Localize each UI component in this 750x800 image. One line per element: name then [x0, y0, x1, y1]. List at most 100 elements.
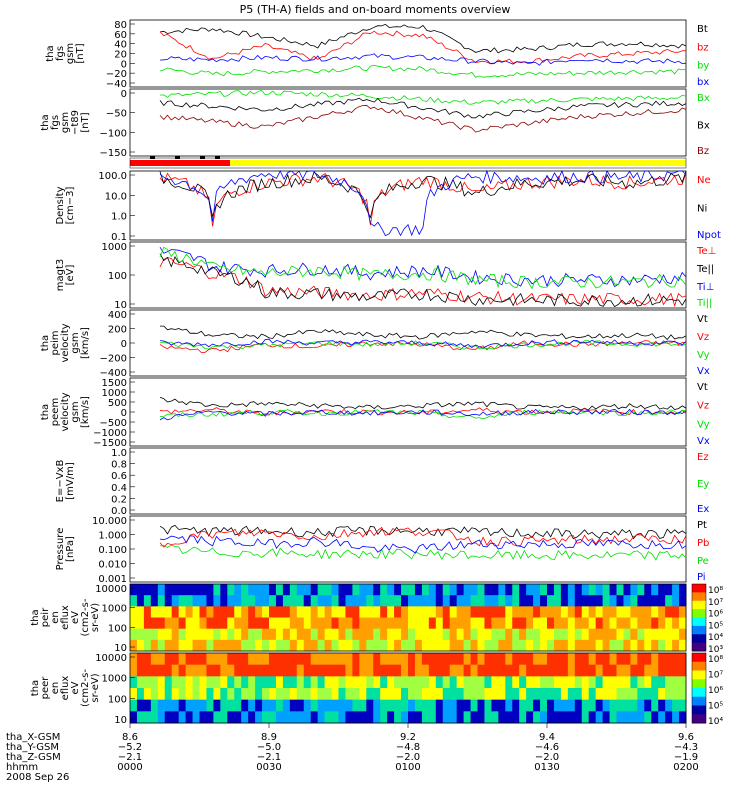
heatmap-cell: [442, 584, 451, 596]
x-tick-label: 9.6: [678, 732, 694, 743]
x-row-label: hhmm: [6, 762, 38, 773]
heatmap-cell: [630, 595, 638, 607]
y-axis-label: eflux: [60, 605, 71, 630]
heatmap-cell: [442, 653, 451, 666]
heatmap-cell: [303, 584, 312, 596]
heatmap-cell: [553, 676, 562, 689]
heatmap-cell: [609, 688, 617, 701]
heatmap-cell: [630, 584, 638, 596]
heatmap-cell: [185, 664, 194, 677]
heatmap-cell: [574, 711, 583, 724]
heatmap-cell: [672, 653, 680, 666]
heatmap-cell: [630, 639, 638, 652]
heatmap-cell: [206, 711, 214, 724]
heatmap-cell: [150, 664, 159, 677]
heatmap-cell: [421, 699, 430, 712]
heatmap-cell: [533, 628, 541, 641]
heatmap-cell: [435, 606, 444, 618]
legend-entry: bz: [697, 42, 709, 53]
heatmap-cell: [380, 584, 388, 596]
series-line: [159, 338, 687, 349]
heatmap-cell: [581, 688, 590, 701]
y-axis-label: en: [50, 682, 61, 695]
heatmap-cell: [581, 628, 590, 641]
x-tick-label: 0200: [673, 762, 698, 773]
heatmap-cell: [665, 595, 673, 607]
heatmap-cell: [463, 639, 472, 652]
heatmap-cell: [366, 664, 374, 677]
heatmap-cell: [331, 653, 339, 666]
heatmap-cell: [616, 676, 624, 689]
heatmap-cell: [463, 711, 472, 724]
heatmap-cell: [442, 639, 451, 652]
panel-frame: [129, 241, 687, 309]
heatmap-cell: [609, 711, 617, 724]
heatmap-cell: [401, 606, 409, 618]
heatmap-cell: [352, 595, 360, 607]
y-tick-label: −1500: [93, 438, 127, 449]
heatmap-cell: [421, 711, 430, 724]
heatmap-cell: [199, 699, 207, 712]
heatmap-cell: [456, 699, 465, 712]
heatmap-cell: [241, 606, 249, 618]
heatmap-cell: [602, 595, 611, 607]
y-axis-label: [cm−3]: [65, 187, 76, 225]
heatmap-cell: [547, 699, 555, 712]
heatmap-cell: [317, 584, 326, 596]
heatmap-cell: [672, 628, 680, 641]
y-tick-label: 1.0: [111, 448, 127, 459]
heatmap-cell: [352, 688, 360, 701]
heatmap-cell: [401, 639, 409, 652]
heatmap-cell: [380, 653, 388, 666]
heatmap-cell: [380, 699, 388, 712]
heatmap-cell: [574, 688, 583, 701]
heatmap-cell: [387, 606, 395, 618]
heatmap-cell: [310, 676, 319, 689]
heatmap-cell: [401, 688, 409, 701]
heatmap-cell: [324, 664, 333, 677]
heatmap-cell: [331, 676, 339, 689]
heatmap-cell: [157, 584, 166, 596]
heatmap-cell: [269, 699, 277, 712]
heatmap-cell: [262, 628, 270, 641]
heatmap-cell: [449, 699, 458, 712]
heatmap-cell: [220, 653, 228, 666]
heatmap-cell: [567, 688, 576, 701]
heatmap-cell: [317, 617, 326, 630]
heatmap-cell: [331, 711, 339, 724]
heatmap-cell: [463, 653, 472, 666]
heatmap-cell: [526, 639, 534, 652]
heatmap-cell: [665, 664, 673, 677]
heatmap-cell: [401, 664, 409, 677]
heatmap-cell: [241, 639, 249, 652]
heatmap-cell: [192, 639, 200, 652]
heatmap-cell: [449, 617, 458, 630]
heatmap-cell: [547, 688, 555, 701]
heatmap-cell: [588, 617, 597, 630]
heatmap-cell: [220, 676, 228, 689]
heatmap-cell: [560, 639, 569, 652]
legend-entry: Vy: [697, 350, 710, 361]
legend-entry: Pe: [697, 556, 709, 567]
colorbar-segment: [692, 670, 706, 680]
heatmap-cell: [199, 688, 207, 701]
heatmap-cell: [658, 584, 666, 596]
heatmap-cell: [359, 711, 367, 724]
heatmap-cell: [553, 639, 562, 652]
heatmap-cell: [394, 628, 402, 641]
heatmap-cell: [560, 606, 569, 618]
heatmap-cell: [616, 664, 624, 677]
heatmap-cell: [234, 617, 242, 630]
heatmap-cell: [150, 584, 159, 596]
heatmap-cell: [136, 617, 145, 630]
heatmap-cell: [220, 606, 228, 618]
y-axis-label: sr-eV): [90, 673, 101, 702]
legend-entry: Vz: [697, 332, 709, 343]
heatmap-cell: [519, 617, 527, 630]
heatmap-cell: [602, 699, 611, 712]
colorbar-segment: [692, 592, 706, 602]
y-tick-label: −50: [106, 109, 127, 120]
heatmap-cell: [317, 653, 326, 666]
heatmap-cell: [130, 664, 138, 677]
heatmap-cell: [595, 584, 604, 596]
